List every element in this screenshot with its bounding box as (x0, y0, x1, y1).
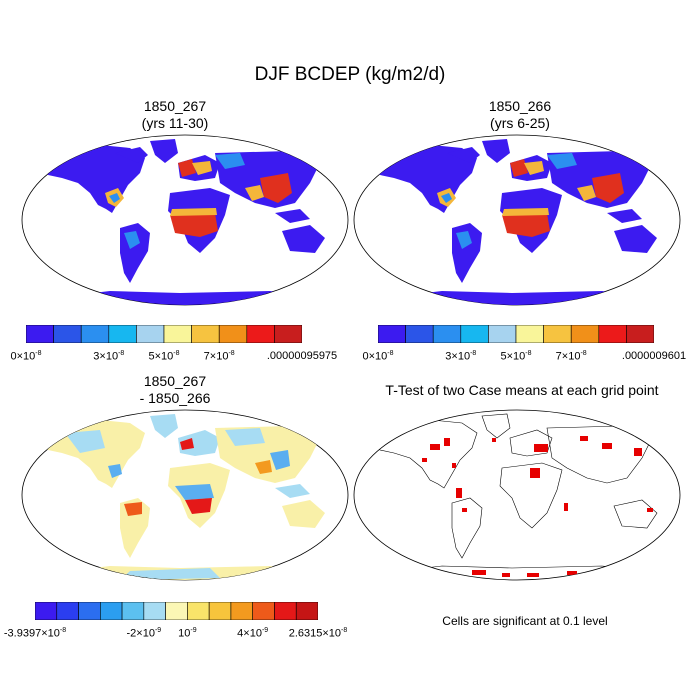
cb2-tick-label-3: 7×10-8 (555, 350, 587, 363)
colorbar-1-swatches (25, 324, 303, 344)
cb3-tick-label-2: 10-9 (178, 627, 197, 640)
panel-3-title-line2: - 1850_266 (139, 390, 211, 406)
cb3-tick-label-4: 2.6315×10-8 (288, 627, 348, 640)
cb3-swatch-1 (56, 601, 79, 621)
cb2-tick-label-1: 3×10-8 (445, 350, 477, 363)
cb1-swatch-3 (108, 324, 137, 344)
cb3-tick-label-1: -2×10-9 (126, 627, 162, 640)
panel-4-title: T-Test of two Case means at each grid po… (352, 382, 692, 399)
cb3-swatch-6 (165, 601, 188, 621)
cb3-swatch-11 (274, 601, 297, 621)
cb3-swatch-4 (121, 601, 145, 621)
cb1-tick-label-2: 5×10-8 (148, 350, 180, 363)
cb1-swatch-1 (53, 324, 82, 344)
cb3-tick-label-0: -3.9397×10-8 (3, 627, 67, 640)
cb2-swatch-7 (570, 324, 600, 344)
cb3-swatch-2 (78, 601, 101, 621)
cb3-swatch-12 (295, 601, 319, 621)
cb3-tick-label-3: 4×10-9 (237, 627, 269, 640)
cb1-swatch-0 (25, 324, 54, 344)
colorbar-2: 0×10-8 3×10-8 5×10-8 7×10-8 .0000009601 (362, 324, 686, 363)
cb1-tick-label-4: .00000095975 (266, 350, 338, 362)
panel-2-title: 1850_266 (yrs 6-25) (405, 98, 635, 132)
cb2-tick-label-0: 0×10-8 (362, 350, 394, 363)
cb3-swatch-3 (100, 601, 123, 621)
colorbar-1: 0×10-8 3×10-8 5×10-8 7×10-8 .00000095975 (10, 324, 337, 363)
cb2-tick-label-4: .0000009601 (621, 350, 687, 362)
cb1-swatch-6 (191, 324, 220, 344)
cb3-swatch-8 (208, 601, 232, 621)
cb1-swatch-7 (218, 324, 248, 344)
cb1-swatch-8 (246, 324, 275, 344)
cb2-swatch-1 (405, 324, 434, 344)
cb2-swatch-8 (598, 324, 627, 344)
panel-2-title-line1: 1850_266 (488, 98, 552, 114)
map-panel-2 (353, 134, 681, 306)
cb3-swatch-5 (143, 601, 166, 621)
cb2-swatch-5 (515, 324, 544, 344)
cb1-swatch-5 (163, 324, 192, 344)
cb3-swatch-10 (252, 601, 275, 621)
panel-1-title: 1850_267 (yrs 11-30) (60, 98, 290, 132)
figure-title: DJF BCDEP (kg/m2/d) (254, 64, 446, 85)
cb2-swatch-0 (377, 324, 406, 344)
panel-4-title-line1: T-Test of two Case means at each grid po… (385, 382, 659, 398)
cb1-swatch-4 (136, 324, 165, 344)
cb1-tick-label-1: 3×10-8 (93, 350, 125, 363)
colorbar-3-swatches (34, 601, 319, 621)
panel-1-title-line2: (yrs 11-30) (141, 115, 209, 131)
map-panel-4 (353, 409, 681, 581)
colorbar-3: -3.9397×10-8 -2×10-9 10-9 4×10-9 2.6315×10-8 (4, 601, 347, 640)
cb2-swatch-9 (626, 324, 655, 344)
cb3-swatch-7 (187, 601, 210, 621)
map-panel-1 (21, 134, 349, 306)
cb2-swatch-6 (543, 324, 572, 344)
cb1-tick-label-0: 0×10-8 (10, 350, 42, 363)
panel-3-title-line1: 1850_267 (143, 373, 207, 389)
colorbar-2-swatches (377, 324, 655, 344)
colorbar-1-labels: 0×10-8 3×10-8 5×10-8 7×10-8 .00000095975 (10, 348, 337, 363)
significance-note: Cells are significant at 0.1 level (442, 614, 608, 628)
cb1-tick-label-3: 7×10-8 (203, 350, 235, 363)
colorbar-2-labels: 0×10-8 3×10-8 5×10-8 7×10-8 .0000009601 (362, 348, 686, 363)
cb1-swatch-2 (80, 324, 110, 344)
cb2-swatch-2 (432, 324, 462, 344)
panel-1-title-line1: 1850_267 (143, 98, 207, 114)
cb3-swatch-9 (230, 601, 253, 621)
cb2-swatch-4 (488, 324, 517, 344)
map-panel-3 (21, 409, 349, 581)
panel-3-title: 1850_267 - 1850_266 (60, 373, 290, 407)
cb2-tick-label-2: 5×10-8 (500, 350, 532, 363)
panel-2-title-line2: (yrs 6-25) (490, 115, 550, 131)
cb3-swatch-0 (34, 601, 58, 621)
cb1-swatch-9 (274, 324, 303, 344)
colorbar-3-labels: -3.9397×10-8 -2×10-9 10-9 4×10-9 2.6315×10-8 (4, 625, 347, 640)
cb2-swatch-3 (460, 324, 489, 344)
